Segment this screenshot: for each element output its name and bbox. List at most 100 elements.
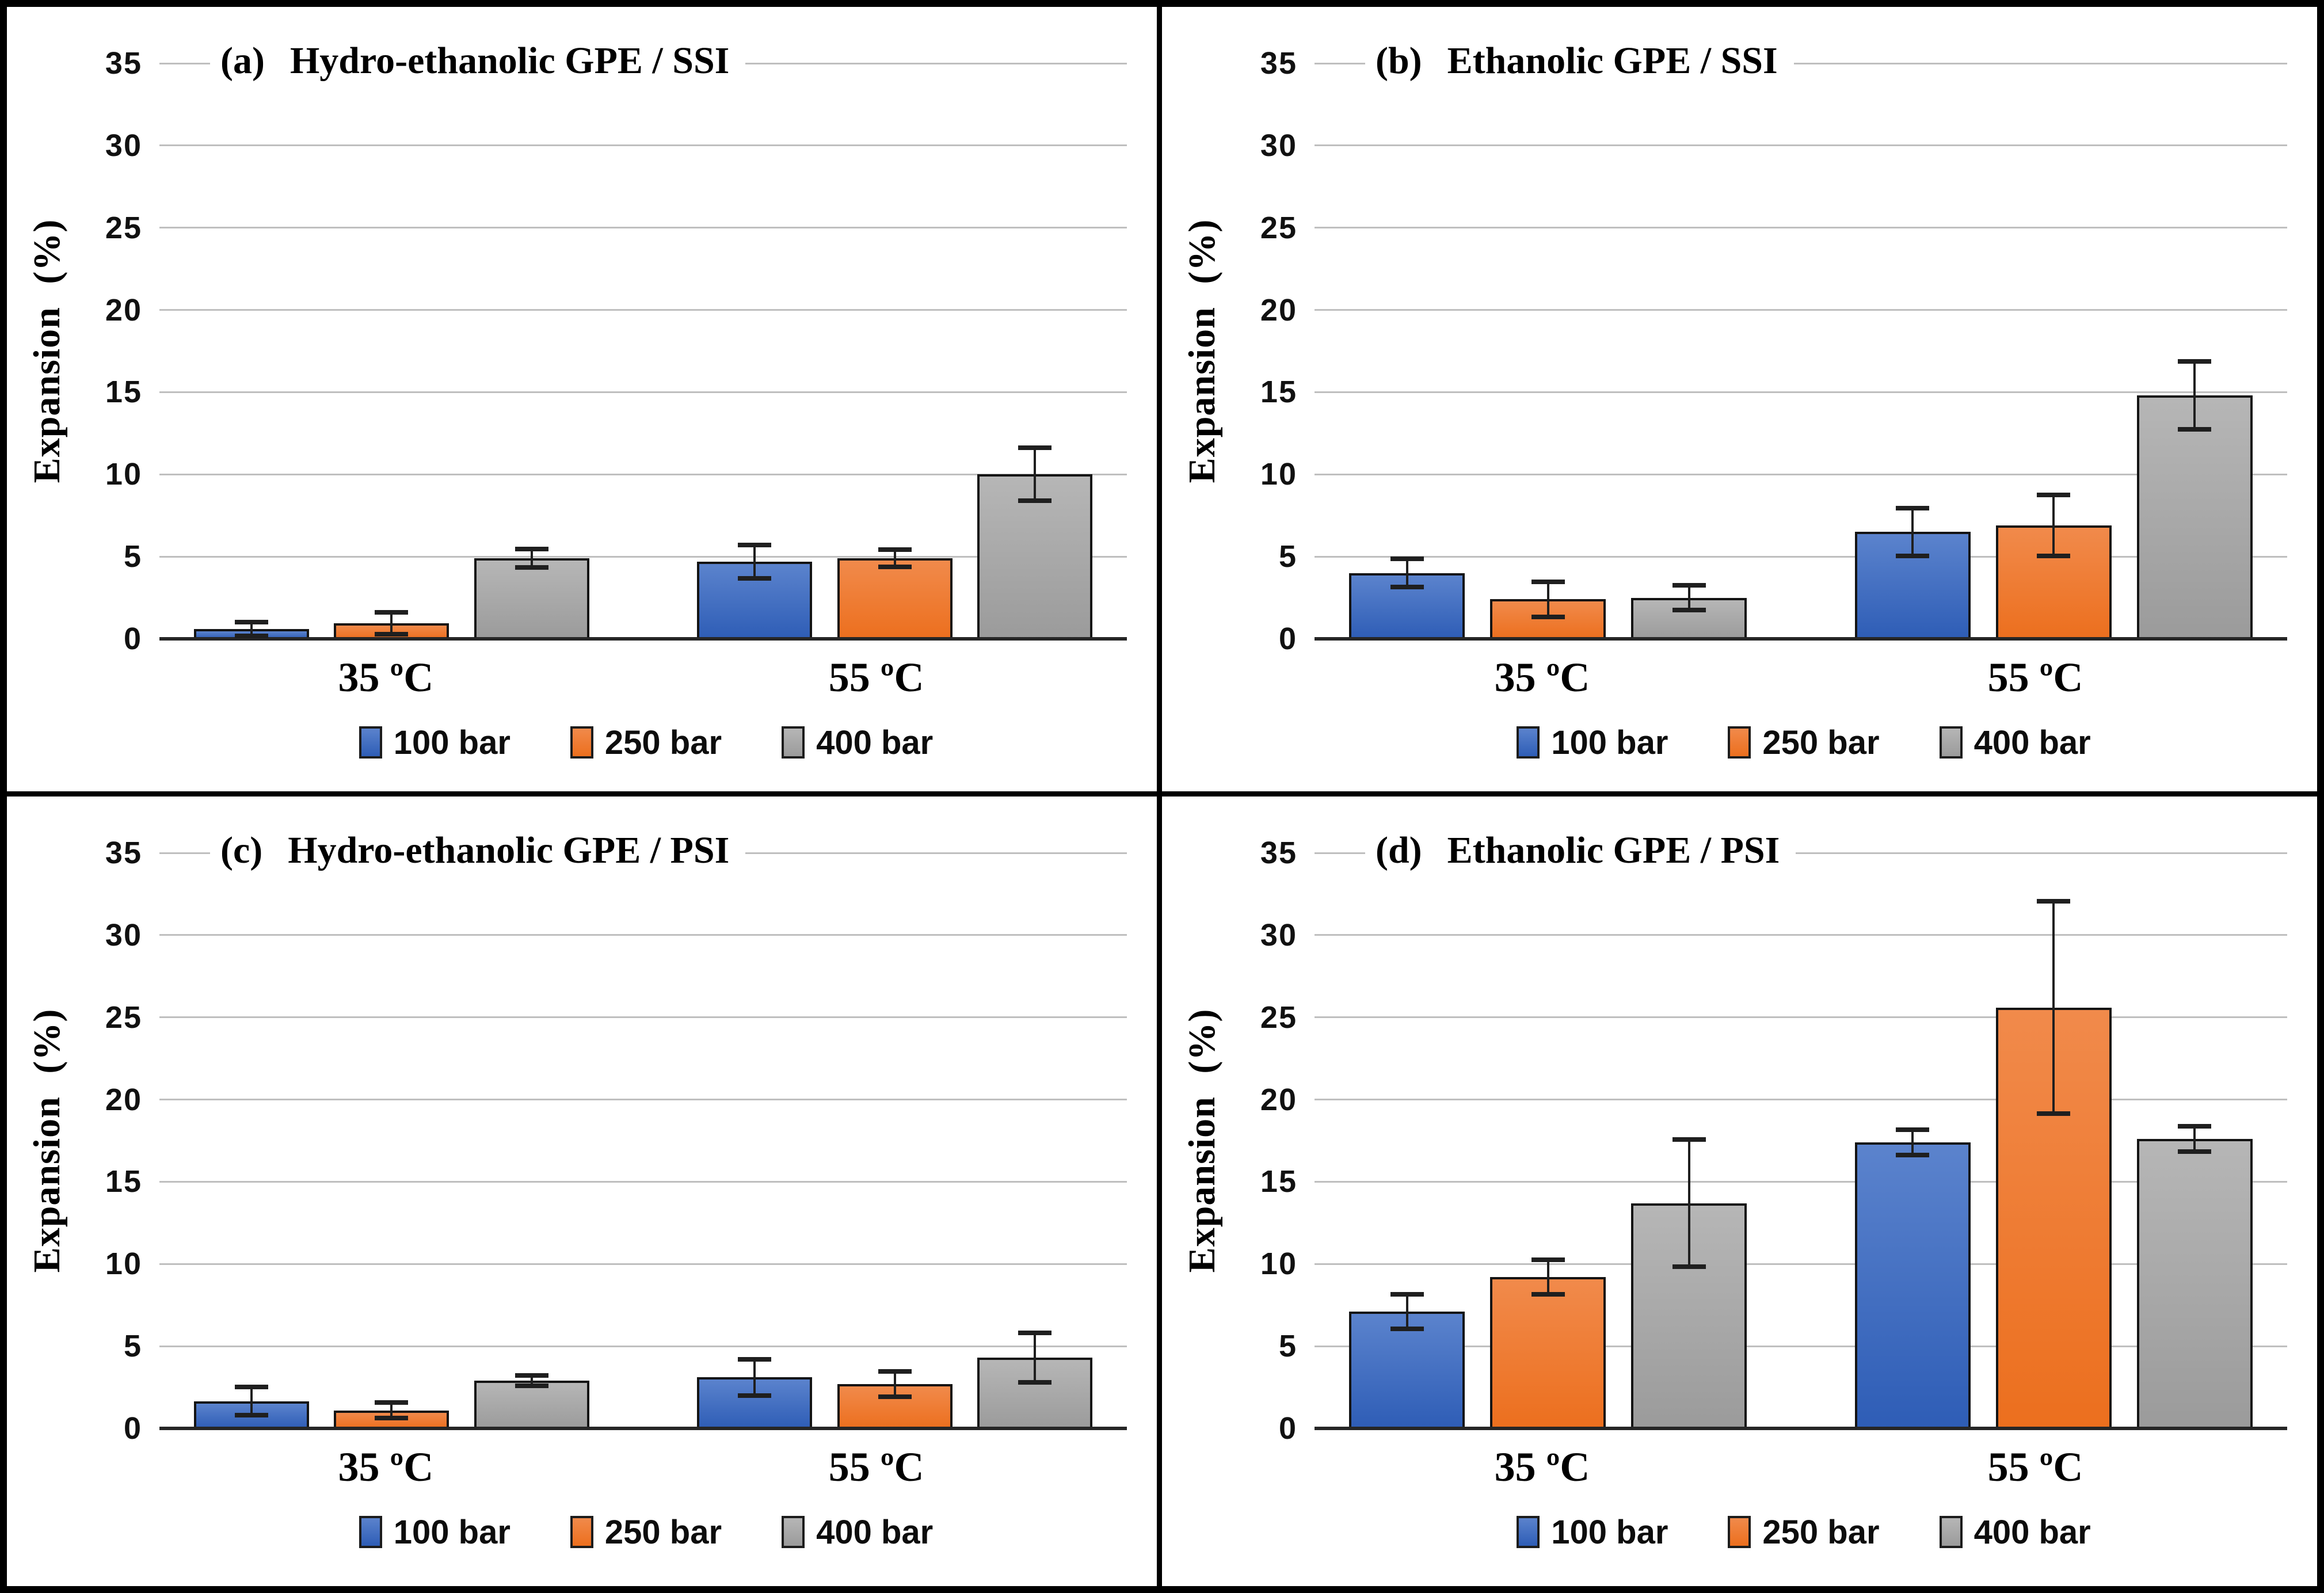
y-tick-label: 30 <box>105 917 142 952</box>
chart-area: Expansion (%) 0 5 10 15 20 25 30 35 (b) Ethanoli… <box>1175 36 2293 654</box>
x-category-label: 55 ºC <box>828 654 924 700</box>
gridline <box>159 473 1127 475</box>
error-bar-stem <box>1034 1331 1037 1385</box>
legend-swatch-gray <box>782 726 805 759</box>
y-tick-label: 5 <box>1278 539 1297 574</box>
legend-label: 100 bar <box>1551 1513 1668 1551</box>
error-bar-cap <box>375 631 409 637</box>
error-bar <box>1896 505 1930 558</box>
error-bar-stem <box>1405 557 1408 590</box>
panel-title: (c) Hydro-ethanolic GPE / PSI <box>210 825 746 879</box>
y-tick-label: 35 <box>1260 836 1297 870</box>
error-bar-stem <box>531 547 534 570</box>
error-bar-cap <box>515 565 549 570</box>
panel-title-text: Ethanolic GPE / PSI <box>1447 829 1780 872</box>
error-bar-stem <box>250 620 253 638</box>
y-axis-ticks: 0 5 10 15 20 25 30 35 <box>74 48 159 654</box>
x-axis-labels: 35 ºC 55 ºC <box>1315 1428 2263 1504</box>
legend-swatch-orange <box>570 726 593 759</box>
legend-label: 250 bar <box>1762 723 1880 761</box>
error-bar-cap <box>234 1413 268 1418</box>
panel-title-text: Ethanolic GPE / SSI <box>1447 40 1778 82</box>
panel-title: (b) Ethanolic GPE / SSI <box>1365 36 1794 89</box>
y-axis-label-column: Expansion (%) <box>1175 853 1229 1428</box>
y-tick-label: 5 <box>123 539 142 574</box>
error-bar-cap <box>878 547 912 552</box>
legend-label: 400 bar <box>816 723 934 761</box>
error-bar-cap <box>2037 1111 2071 1116</box>
x-category-label: 55 ºC <box>1987 654 2083 700</box>
error-bar-stem <box>2052 492 2055 558</box>
error-bar <box>234 1385 268 1418</box>
error-bar-cap <box>1672 1264 1706 1269</box>
error-bar <box>1390 1291 1424 1332</box>
error-bar <box>737 542 771 581</box>
gridline <box>1315 852 2287 854</box>
y-tick-label: 15 <box>105 1164 142 1199</box>
error-bar <box>515 547 549 570</box>
bar-400bar-35ºC <box>474 558 590 639</box>
error-bar-stem <box>1546 1257 1549 1297</box>
plot-area: (a) Hydro-ethanolic GPE / SSI <box>159 36 1127 641</box>
error-bar-cap <box>234 633 268 638</box>
legend-label: 250 bar <box>604 1513 722 1551</box>
x-axis-baseline <box>1315 637 2287 641</box>
legend-item-400bar: 400 bar <box>1939 723 2091 762</box>
error-bar <box>2178 359 2212 432</box>
y-tick-label: 0 <box>1278 1411 1297 1446</box>
legend-label: 100 bar <box>393 1513 510 1551</box>
y-tick-label: 20 <box>105 292 142 327</box>
plot-area: (c) Hydro-ethanolic GPE / PSI <box>159 825 1127 1430</box>
error-bar-stem <box>1546 580 1549 619</box>
y-tick-label: 5 <box>1278 1329 1297 1364</box>
y-axis-label-column: Expansion (%) <box>20 63 74 639</box>
error-bar-cap <box>2178 427 2212 432</box>
error-bar-stem <box>1687 582 1690 613</box>
chart-area: Expansion (%) 0 5 10 15 20 25 30 35 (d) Ethanoli… <box>1175 825 2293 1444</box>
y-tick-label: 15 <box>1260 1164 1297 1199</box>
error-bar <box>737 1356 771 1398</box>
legend-label: 400 bar <box>816 1513 934 1551</box>
legend-item-100bar: 100 bar <box>1517 723 1668 762</box>
legend: 100 bar 250 bar 400 bar <box>159 715 1133 770</box>
panel-c: Expansion (%) 0 5 10 15 20 25 30 35 (c) Hydro-et… <box>7 796 1162 1586</box>
error-bar <box>375 1400 409 1420</box>
legend-item-100bar: 100 bar <box>1517 1513 1668 1552</box>
panel-letter: (d) <box>1376 829 1422 872</box>
y-tick-label: 15 <box>1260 375 1297 410</box>
error-bar-cap <box>375 1400 409 1405</box>
x-category-label: 35 ºC <box>338 1444 434 1490</box>
error-bar-stem <box>893 547 896 569</box>
x-axis-baseline <box>159 637 1127 641</box>
legend-item-250bar: 250 bar <box>570 1513 722 1552</box>
error-bar <box>234 620 268 638</box>
error-bar-cap <box>1390 585 1424 590</box>
bar-400bar-55ºC <box>977 474 1093 639</box>
plot-area: (b) Ethanolic GPE / SSI <box>1315 36 2287 641</box>
legend-label: 250 bar <box>1762 1513 1880 1551</box>
error-bar-cap <box>737 576 771 581</box>
x-category-label: 55 ºC <box>828 1444 924 1490</box>
y-axis-label-column: Expansion (%) <box>1175 63 1229 639</box>
gridline <box>1315 227 2287 229</box>
error-bar-cap <box>1018 1331 1052 1336</box>
y-tick-label: 35 <box>1260 46 1297 81</box>
legend-item-250bar: 250 bar <box>570 723 722 762</box>
error-bar-cap <box>515 547 549 551</box>
legend-swatch-orange <box>1728 1516 1751 1548</box>
error-bar <box>1018 1331 1052 1385</box>
error-bar-cap <box>737 542 771 547</box>
error-bar-cap <box>1531 580 1565 585</box>
y-tick-label: 10 <box>105 1247 142 1282</box>
error-bar-stem <box>531 1373 534 1388</box>
error-bar-cap <box>1672 1137 1706 1142</box>
error-bar <box>1672 582 1706 613</box>
legend-item-100bar: 100 bar <box>359 1513 510 1552</box>
gridline <box>1315 473 2287 475</box>
legend-item-400bar: 400 bar <box>1939 1513 2091 1552</box>
gridline <box>159 391 1127 393</box>
legend-label: 250 bar <box>604 723 722 761</box>
panel-a: Expansion (%) 0 5 10 15 20 25 30 35 (a) Hydro-et… <box>7 7 1162 796</box>
y-tick-label: 35 <box>105 836 142 870</box>
y-tick-label: 25 <box>105 1000 142 1035</box>
